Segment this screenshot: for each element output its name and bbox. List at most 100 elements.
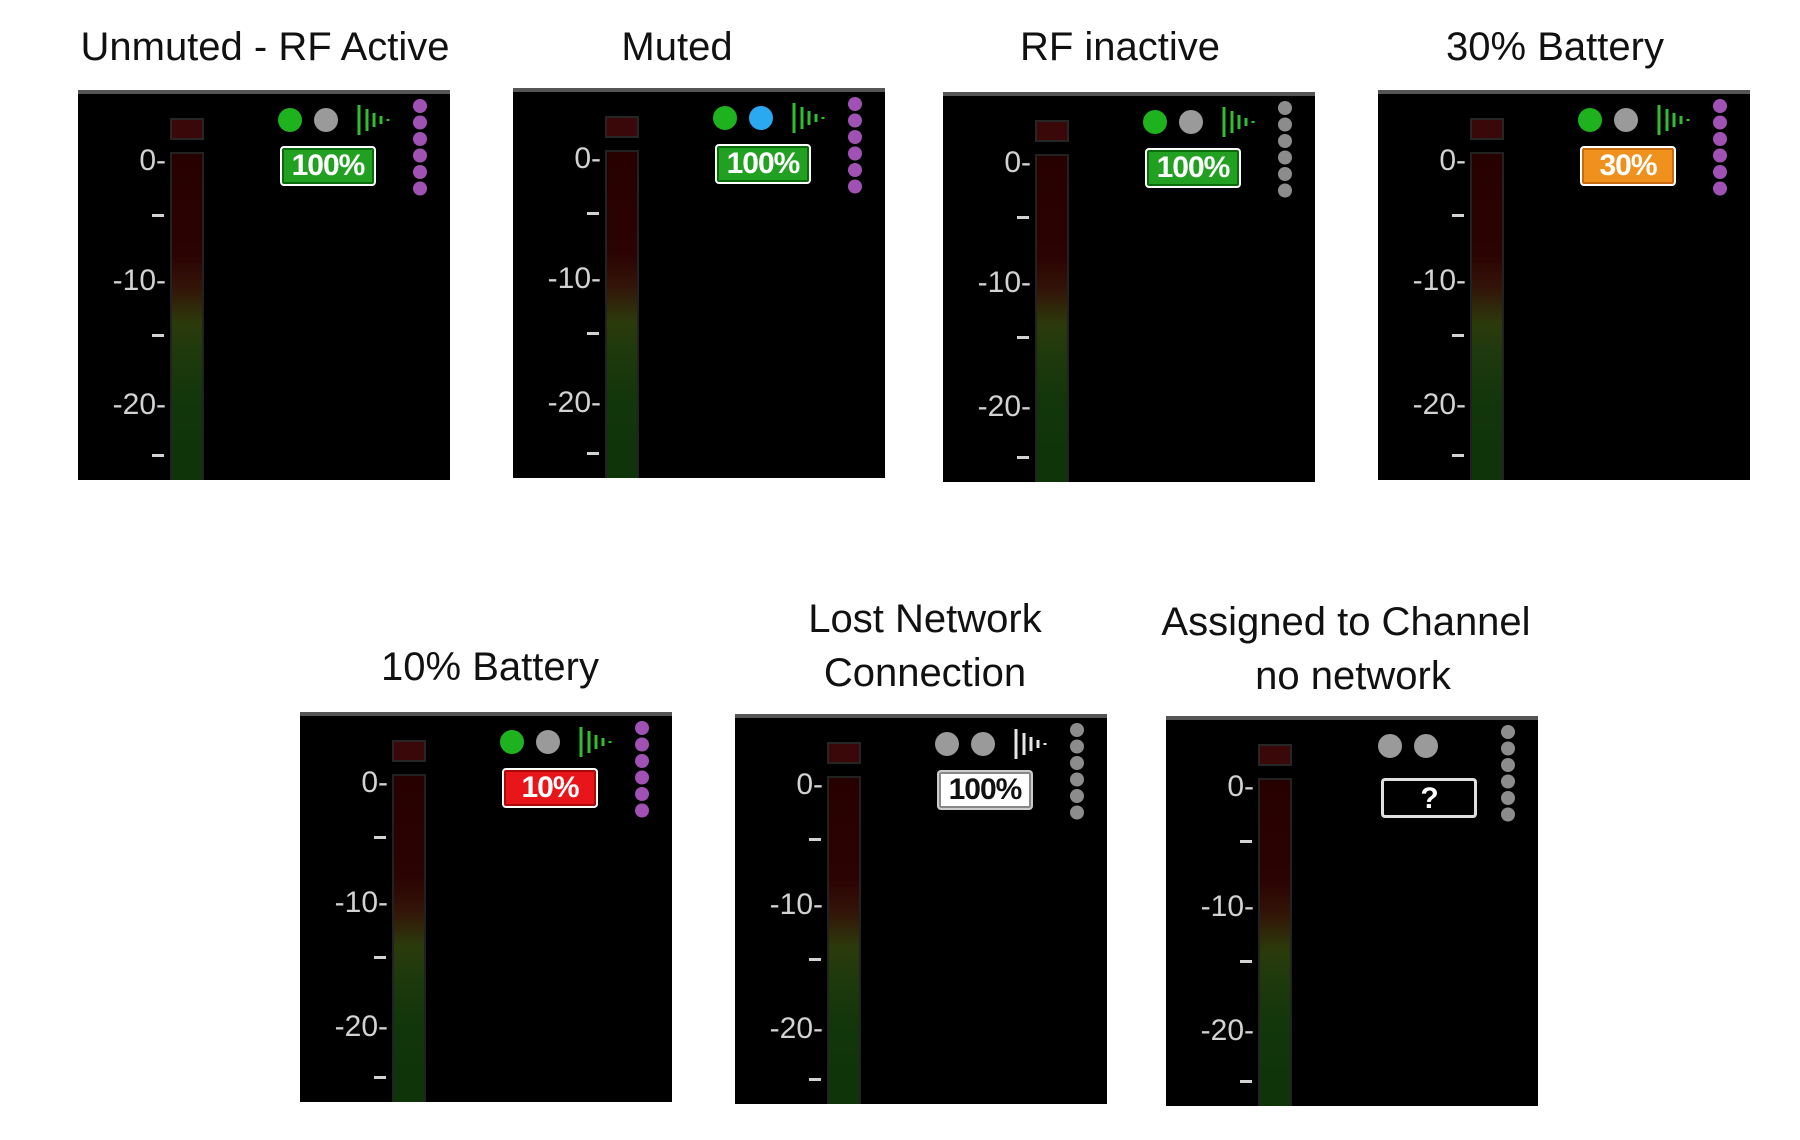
channel-strip-lost-network: 0- -10- -20- 100% [735,714,1107,1104]
level-meter-bar [827,776,861,1104]
meter-scale-minor-tick [809,838,821,841]
meter-scale-label: -10- [1412,264,1466,297]
meter-scale-label: -20- [1200,1014,1254,1047]
mute-status-dot[interactable] [749,106,773,130]
meter-scale-label: -10- [977,266,1031,299]
channel-strip-30-battery: 0- -10- -20- 30% [1378,90,1750,480]
meter-scale-label: -20- [977,390,1031,423]
meter-scale-label: -20- [112,388,166,421]
meter-peak-cap [170,118,204,140]
caption-30-battery: 30% Battery [1446,25,1664,69]
rf-status-dot [1578,108,1602,132]
battery-status-badge: 100% [1145,148,1241,188]
battery-status-badge: ? [1381,778,1477,818]
meter-scale-minor-tick [1240,1080,1252,1083]
meter-scale-label: -20- [1412,388,1466,421]
caption-unmuted-rf-active: Unmuted - RF Active [80,25,450,69]
mute-status-dot[interactable] [536,730,560,754]
meter-scale-minor-tick [1017,336,1029,339]
rf-status-dot [500,730,524,754]
level-meter-bar [1258,778,1292,1106]
meter-scale-label: 0- [1227,770,1254,803]
meter-scale-minor-tick [809,958,821,961]
meter-peak-cap [1035,120,1069,142]
channel-strip-rf-inactive: 0- -10- -20- 100% [943,92,1315,482]
level-meter-bar [1035,154,1069,482]
caption-rf-inactive: RF inactive [1019,25,1221,69]
level-meter-bar [1470,152,1504,480]
mute-status-dot[interactable] [971,732,995,756]
caption-lost-network-line2: Connection [823,651,1027,695]
mute-status-dot[interactable] [1414,734,1438,758]
level-meter-bar [170,152,204,480]
network-stack-icon [1277,100,1293,200]
meter-peak-cap [827,742,861,764]
battery-status-badge: 100% [937,770,1033,810]
meter-scale-minor-tick [1240,840,1252,843]
meter-scale-label: -20- [769,1012,823,1045]
caption-assigned-channel-line2: no network [1255,654,1451,698]
signal-bars-icon [791,101,833,135]
rf-status-dot [1143,110,1167,134]
meter-scale-label: -20- [547,386,601,419]
rf-status-dot [1378,734,1402,758]
meter-scale-label: 0- [796,768,823,801]
meter-peak-cap [392,740,426,762]
rf-status-dot [713,106,737,130]
meter-peak-cap [605,116,639,138]
meter-scale-label: 0- [361,766,388,799]
channel-strip-muted: 0- -10- -20- 100% [513,88,885,478]
network-stack-icon [412,98,428,198]
meter-scale-label: -10- [334,886,388,919]
meter-scale-label: 0- [574,142,601,175]
rf-status-dot [935,732,959,756]
meter-scale-label: -10- [547,262,601,295]
meter-scale-label: -20- [334,1010,388,1043]
meter-scale-minor-tick [1017,216,1029,219]
network-stack-icon [634,720,650,820]
level-meter-bar [605,150,639,478]
battery-status-badge: 100% [715,144,811,184]
meter-scale-minor-tick [1017,456,1029,459]
signal-bars-icon [578,725,620,759]
meter-scale-minor-tick [587,332,599,335]
network-stack-icon [847,96,863,196]
meter-scale-minor-tick [587,452,599,455]
mute-status-dot[interactable] [314,108,338,132]
network-stack-icon [1069,722,1085,822]
battery-status-badge: 100% [280,146,376,186]
caption-muted: Muted [621,25,733,69]
meter-scale-minor-tick [152,334,164,337]
meter-scale-label: -10- [769,888,823,921]
meter-peak-cap [1470,118,1504,140]
network-stack-icon [1712,98,1728,198]
meter-peak-cap [1258,744,1292,766]
caption-10-battery: 10% Battery [381,645,599,689]
battery-status-badge: 30% [1580,146,1676,186]
meter-scale-minor-tick [152,454,164,457]
signal-bars-icon [1013,727,1055,761]
signal-bars-icon [1656,103,1698,137]
meter-scale-label: -10- [1200,890,1254,923]
level-meter-bar [392,774,426,1102]
meter-scale-minor-tick [1240,960,1252,963]
meter-scale-minor-tick [374,836,386,839]
mute-status-dot[interactable] [1179,110,1203,134]
channel-strip-unmuted-rf-active: 0- -10- -20- 100% [78,90,450,480]
network-stack-icon [1500,724,1516,824]
channel-strip-assigned-no-network: 0- -10- -20-? [1166,716,1538,1106]
meter-scale-minor-tick [809,1078,821,1081]
mute-status-dot[interactable] [1614,108,1638,132]
meter-scale-minor-tick [1452,334,1464,337]
meter-scale-label: -10- [112,264,166,297]
caption-lost-network-line1: Lost Network [808,597,1042,641]
caption-assigned-channel-line1: Assigned to Channel [1161,600,1531,644]
battery-status-badge: 10% [502,768,598,808]
meter-scale-minor-tick [1452,214,1464,217]
meter-scale-minor-tick [374,1076,386,1079]
meter-scale-minor-tick [587,212,599,215]
rf-status-dot [278,108,302,132]
meter-scale-minor-tick [374,956,386,959]
signal-bars-icon [356,103,398,137]
meter-scale-minor-tick [1452,454,1464,457]
